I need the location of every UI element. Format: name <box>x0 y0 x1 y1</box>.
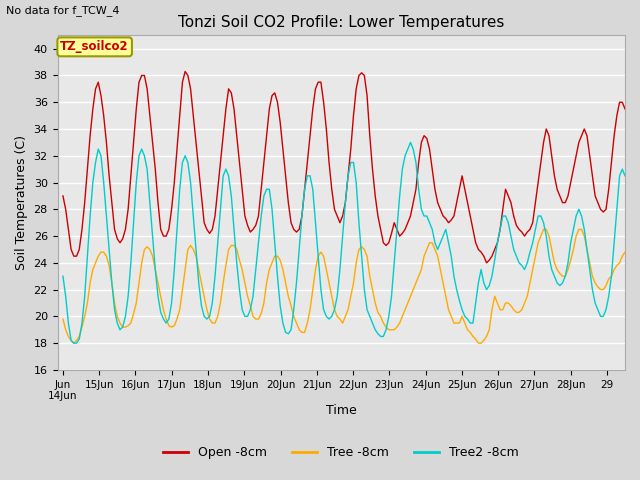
Legend: Open -8cm, Tree -8cm, Tree2 -8cm: Open -8cm, Tree -8cm, Tree2 -8cm <box>159 441 524 464</box>
X-axis label: Time: Time <box>326 404 356 417</box>
Title: Tonzi Soil CO2 Profile: Lower Temperatures: Tonzi Soil CO2 Profile: Lower Temperatur… <box>178 15 504 30</box>
Text: No data for f_TCW_4: No data for f_TCW_4 <box>6 5 120 16</box>
Y-axis label: Soil Temperatures (C): Soil Temperatures (C) <box>15 135 28 270</box>
Text: TZ_soilco2: TZ_soilco2 <box>60 40 129 53</box>
